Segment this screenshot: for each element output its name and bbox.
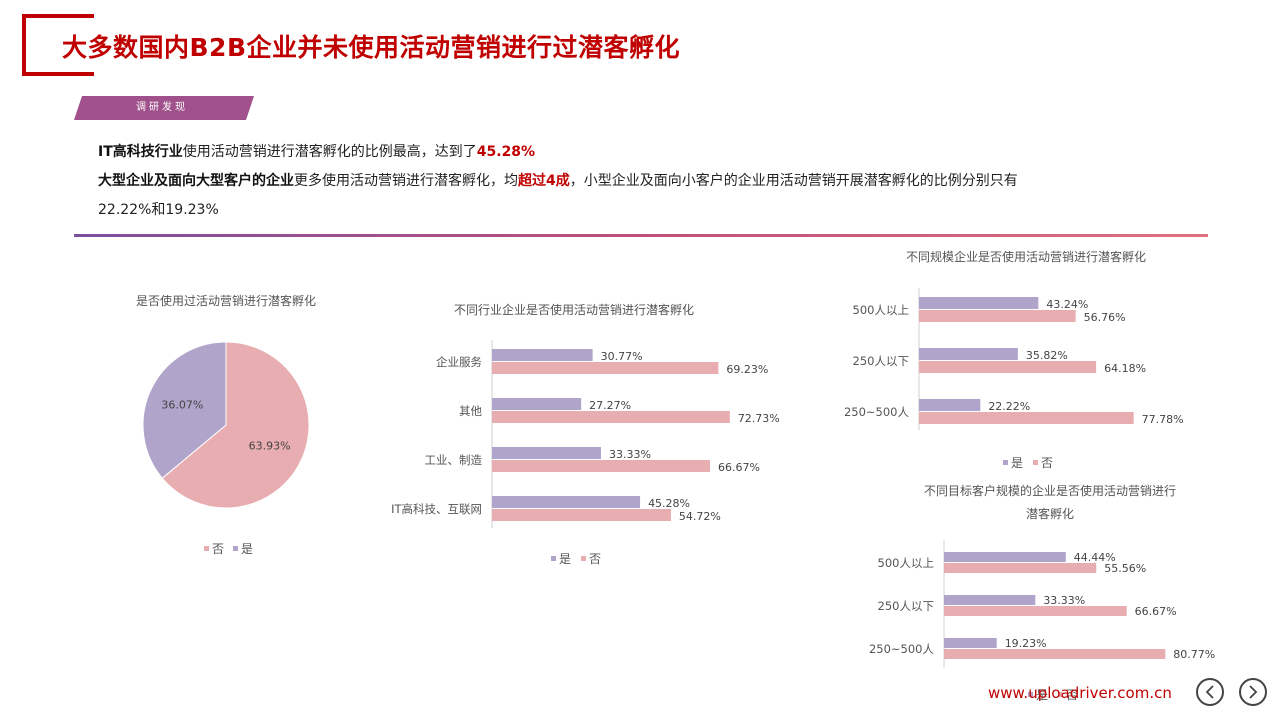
customer-size-chart-title: 潜客孵化 [1026, 506, 1074, 521]
company-size-chart-legend-label-no: 否 [1041, 456, 1053, 470]
industry-chart-data-label: 30.77% [601, 350, 643, 363]
legend-label-yes: 是 [241, 542, 253, 556]
company-size-chart-category-label: 250~500人 [844, 405, 910, 419]
industry-chart-legend-swatch-no [581, 556, 586, 561]
page-title: 大多数国内B2B企业并未使用活动营销进行过潜客孵化 [62, 33, 681, 62]
customer-size-chart-legend-label-no: 否 [1066, 688, 1078, 702]
finding-2-text-b: ，小型企业及面向小客户的企业用活动营销开展潜客孵化的比例分别只有 [569, 173, 1018, 189]
customer-size-chart-bar-no [944, 563, 1097, 573]
finding-2-text-a: 更多使用活动营销进行潜客孵化，均 [294, 173, 518, 189]
industry-chart-bar-no [492, 460, 711, 472]
industry-chart-data-label: 66.67% [718, 461, 760, 474]
industry-chart-legend-label-no: 否 [589, 552, 601, 566]
customer-size-chart-bar-yes [944, 638, 997, 648]
industry-chart-data-label: 72.73% [738, 412, 780, 425]
customer-size-chart-legend-swatch-no [1058, 692, 1063, 697]
finding-1-bold: IT高科技行业 [98, 144, 183, 160]
customer-size-chart-bar-yes [944, 595, 1036, 605]
finding-line-2: 大型企业及面向大型客户的企业更多使用活动营销进行潜客孵化，均超过4成，小型企业及… [98, 170, 1018, 190]
company-size-chart-data-label: 22.22% [988, 400, 1030, 413]
industry-chart-category-label: IT高科技、互联网 [391, 502, 482, 516]
company-size-chart-title: 不同规模企业是否使用活动营销进行潜客孵化 [906, 249, 1146, 264]
finding-line-3: 22.22%和19.23% [98, 199, 219, 219]
legend-swatch-no [204, 546, 209, 551]
customer-size-chart-data-label: 33.33% [1043, 594, 1085, 607]
industry-chart-bar-no [492, 362, 719, 374]
legend-label-no: 否 [212, 542, 224, 556]
industry-chart-data-label: 69.23% [726, 363, 768, 376]
industry-chart-category-label: 其他 [459, 404, 482, 418]
company-size-chart-legend-label-yes: 是 [1011, 456, 1023, 470]
finding-2-highlight: 超过4成 [518, 173, 570, 189]
industry-chart-category-label: 工业、制造 [425, 453, 483, 467]
company-size-chart-category-label: 250人以下 [853, 354, 909, 368]
company-size-chart-data-label: 64.18% [1104, 362, 1146, 375]
industry-chart-bar-yes [492, 496, 641, 508]
industry-chart-title: 不同行业企业是否使用活动营销进行潜客孵化 [454, 302, 694, 317]
industry-chart-bar-no [492, 509, 671, 521]
company-size-chart-bar-yes [919, 399, 981, 411]
prev-page-button[interactable] [1196, 678, 1224, 706]
customer-size-chart-data-label: 44.44% [1074, 551, 1116, 564]
customer-size-chart-bar-no [944, 606, 1127, 616]
customer-size-chart-title: 不同目标客户规模的企业是否使用活动营销进行 [924, 483, 1176, 498]
tag-shape [74, 96, 254, 120]
industry-chart-bar-yes [492, 349, 593, 361]
finding-2-bold: 大型企业及面向大型客户的企业 [98, 173, 294, 189]
next-page-button[interactable] [1239, 678, 1267, 706]
company-size-chart-legend-swatch-no [1033, 460, 1038, 465]
customer-size-chart-category-label: 500人以上 [878, 556, 934, 570]
company-size-chart-data-label: 43.24% [1046, 298, 1088, 311]
industry-chart-data-label: 27.27% [589, 399, 631, 412]
customer-size-chart-data-label: 55.56% [1104, 562, 1146, 575]
customer-size-chart-legend-swatch-yes [1028, 692, 1033, 697]
chevron-right-icon [1249, 685, 1258, 699]
industry-chart-bar-yes [492, 398, 582, 410]
customer-size-chart-category-label: 250~500人 [869, 642, 935, 656]
industry-chart-bar-yes [492, 447, 601, 459]
company-size-chart-bar-yes [919, 348, 1018, 360]
finding-1-text: 使用活动营销进行潜客孵化的比例最高，达到了 [182, 144, 477, 160]
industry-chart-bar-no [492, 411, 730, 423]
company-size-chart-bar-no [919, 310, 1076, 322]
customer-size-chart-category-label: 250人以下 [878, 599, 934, 613]
pie-label-yes: 36.07% [161, 399, 203, 412]
finding-1-highlight: 45.28% [476, 144, 536, 160]
pie-label-no: 63.93% [249, 439, 291, 452]
industry-chart-data-label: 45.28% [648, 497, 690, 510]
section-divider [74, 234, 1208, 237]
pie-title: 是否使用过活动营销进行潜客孵化 [136, 293, 316, 308]
industry-chart-legend-swatch-yes [551, 556, 556, 561]
pie-slice-yes [142, 341, 227, 479]
company-size-chart-bar-no [919, 412, 1134, 424]
company-size-chart-bar-no [919, 361, 1097, 373]
company-size-chart-legend-swatch-yes [1003, 460, 1008, 465]
finding-line-1: IT高科技行业使用活动营销进行潜客孵化的比例最高，达到了45.28% [98, 141, 535, 161]
company-size-chart-data-label: 35.82% [1026, 349, 1068, 362]
company-size-chart-data-label: 56.76% [1084, 311, 1126, 324]
customer-size-chart-data-label: 66.67% [1135, 605, 1177, 618]
chevron-left-icon [1205, 685, 1214, 699]
company-size-chart-category-label: 500人以上 [853, 303, 909, 317]
website-link[interactable]: www.uploadriver.com.cn [988, 684, 1172, 702]
industry-chart-data-label: 54.72% [679, 510, 721, 523]
pie-slice-no [161, 341, 310, 509]
customer-size-chart-data-label: 80.77% [1173, 648, 1215, 661]
customer-size-chart-data-label: 19.23% [1005, 637, 1047, 650]
section-tag: 调研发现 [74, 96, 254, 120]
finding-3-text: 22.22%和19.23% [98, 202, 219, 218]
industry-chart-legend-label-yes: 是 [559, 552, 571, 566]
customer-size-chart-bar-no [944, 649, 1166, 659]
tag-label: 调研发现 [136, 102, 188, 113]
company-size-chart-bar-yes [919, 297, 1039, 309]
company-size-chart-data-label: 77.78% [1142, 413, 1184, 426]
customer-size-chart-legend-label-yes: 是 [1036, 688, 1048, 702]
industry-chart-category-label: 企业服务 [436, 355, 482, 369]
industry-chart-data-label: 33.33% [609, 448, 651, 461]
customer-size-chart-bar-yes [944, 552, 1066, 562]
title-bracket [22, 14, 94, 76]
legend-swatch-yes [233, 546, 238, 551]
